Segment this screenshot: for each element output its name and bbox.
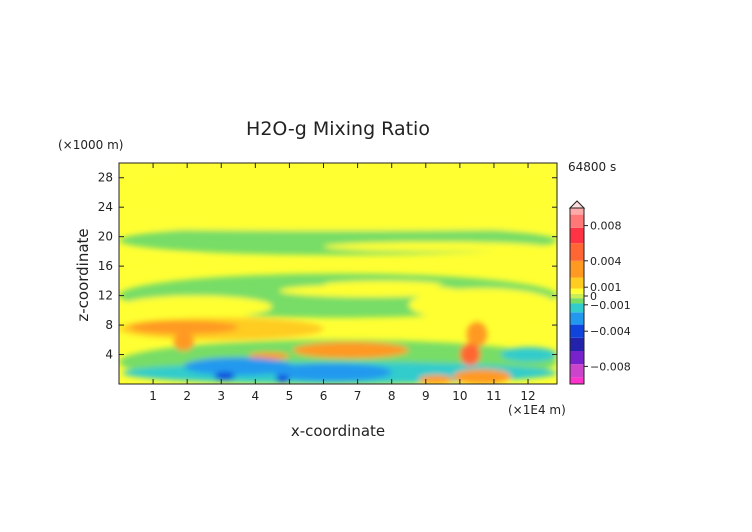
contour-field bbox=[119, 163, 557, 384]
colorbar-band bbox=[570, 214, 584, 228]
contour-region bbox=[173, 332, 194, 351]
x-tick-label: 9 bbox=[422, 389, 430, 403]
colorbar-band bbox=[570, 377, 584, 384]
x-tick-label: 2 bbox=[183, 389, 191, 403]
contour-region bbox=[272, 363, 392, 382]
contour-region bbox=[292, 342, 409, 359]
contour-regions bbox=[119, 163, 557, 384]
colorbar-band bbox=[570, 227, 584, 244]
y-tick-label: 4 bbox=[105, 348, 113, 362]
x-tick-label: 1 bbox=[149, 389, 157, 403]
colorbar-label: 0 bbox=[590, 290, 597, 303]
colorbar-label: 0.008 bbox=[590, 220, 622, 233]
plot-frame bbox=[118, 162, 558, 385]
x-tick-label: 8 bbox=[388, 389, 396, 403]
colorbar-band bbox=[570, 243, 584, 261]
contour-region bbox=[214, 372, 235, 381]
colorbar-label: −0.001 bbox=[590, 299, 631, 312]
contour-region bbox=[183, 357, 293, 376]
colorbar-band bbox=[570, 293, 584, 299]
y-tick-label: 12 bbox=[98, 289, 113, 303]
y-tick-label: 20 bbox=[98, 230, 113, 244]
contour-region bbox=[275, 375, 290, 383]
colorbar-band bbox=[570, 277, 584, 289]
colorbar-band bbox=[570, 364, 584, 378]
time-label: 64800 s bbox=[568, 160, 616, 174]
colorbar-label: 0.001 bbox=[590, 281, 622, 294]
colorbar-label: −0.008 bbox=[590, 360, 631, 373]
x-tick-label: 6 bbox=[320, 389, 328, 403]
x-tick-label: 11 bbox=[486, 389, 501, 403]
x-tick-label: 3 bbox=[217, 389, 225, 403]
contour-region bbox=[408, 288, 557, 322]
contour-region bbox=[129, 320, 239, 334]
x-axis-ticks: 1 2 3 4 5 6 7 8 9 10 11 12 bbox=[149, 163, 536, 403]
colorbar-arrow bbox=[568, 200, 586, 209]
colorbar-band bbox=[570, 303, 584, 313]
x-tick-label: 5 bbox=[286, 389, 294, 403]
colorbar-band bbox=[570, 351, 584, 365]
colorbar-band bbox=[570, 298, 584, 304]
colorbar-band bbox=[570, 288, 584, 294]
colorbar-label: 0.004 bbox=[590, 255, 622, 268]
colorbar-band bbox=[570, 324, 584, 338]
colorbar-band bbox=[570, 312, 584, 325]
contour-region bbox=[418, 375, 454, 384]
colorbar-band bbox=[570, 337, 584, 351]
contour-region bbox=[500, 347, 557, 362]
contour-region bbox=[119, 163, 557, 226]
y-tick-label: 24 bbox=[98, 200, 113, 214]
contour-region bbox=[129, 255, 205, 263]
x-tick-label: 10 bbox=[452, 389, 467, 403]
colorbar-band bbox=[570, 208, 584, 215]
contour-region bbox=[459, 343, 481, 366]
y-tick-label: 8 bbox=[105, 318, 113, 332]
x-axis-label: x-coordinate bbox=[291, 422, 385, 440]
x-tick-label: 4 bbox=[252, 389, 260, 403]
contour-region bbox=[119, 295, 273, 318]
y-axis-ticks: 4 8 12 16 20 24 28 bbox=[98, 171, 557, 362]
x-tick-label: 7 bbox=[354, 389, 362, 403]
contour-region bbox=[119, 224, 557, 231]
colorbar-band bbox=[570, 260, 584, 278]
x-unit-label: (×1E4 m) bbox=[508, 403, 566, 417]
plot-area bbox=[118, 162, 558, 385]
contour-region bbox=[279, 284, 460, 298]
chart-title: H2O-g Mixing Ratio bbox=[246, 118, 430, 140]
y-tick-label: 28 bbox=[98, 171, 113, 185]
contour-region bbox=[248, 352, 290, 360]
colorbar-label: −0.004 bbox=[590, 325, 631, 338]
contour-region bbox=[466, 321, 488, 348]
contour-region bbox=[323, 241, 546, 252]
y-tick-label: 16 bbox=[98, 259, 113, 273]
contour-region bbox=[453, 369, 511, 384]
y-axis-label: z-coordinate bbox=[74, 228, 92, 321]
x-tick-label: 12 bbox=[520, 389, 535, 403]
y-unit-label: (×1000 m) bbox=[58, 138, 123, 152]
